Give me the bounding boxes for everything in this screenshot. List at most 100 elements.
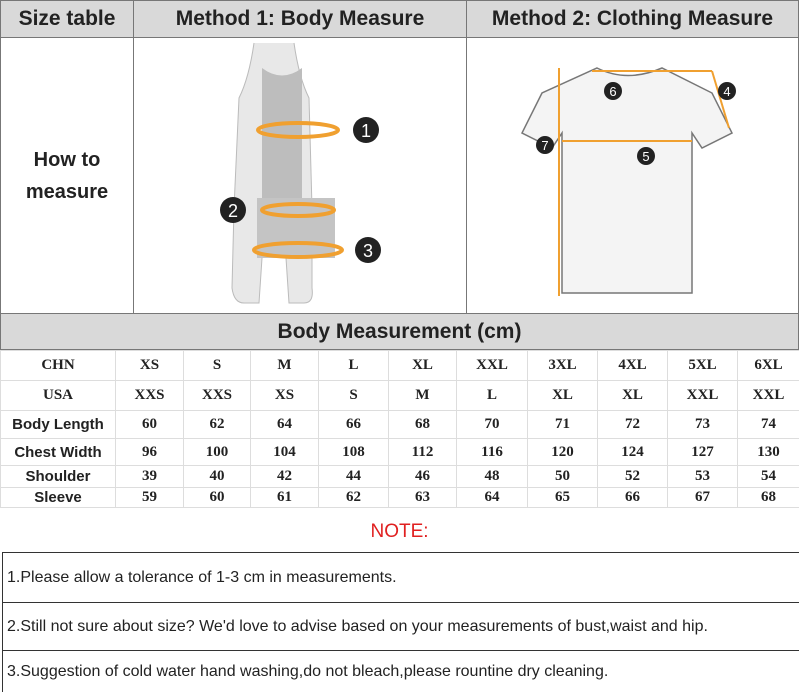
table-cell: S [183, 350, 251, 381]
table-cell: 61 [250, 487, 319, 508]
table-cell: M [388, 380, 457, 411]
row-label: USA [0, 380, 116, 411]
svg-text:4: 4 [723, 84, 730, 99]
table-cell: 104 [250, 438, 319, 466]
table-cell: 40 [183, 465, 251, 488]
table-cell: 65 [527, 487, 598, 508]
table-cell: XL [527, 380, 598, 411]
row-label: CHN [0, 350, 116, 381]
table-cell: 127 [667, 438, 738, 466]
marker-4: 4 [718, 82, 736, 100]
table-cell: 100 [183, 438, 251, 466]
table-cell: 60 [183, 487, 251, 508]
table-cell: 74 [737, 410, 799, 439]
table-cell: XXS [115, 380, 184, 411]
body-measure-illustration: 1 2 3 [133, 37, 467, 314]
table-cell: 73 [667, 410, 738, 439]
table-row: Chest Width 96 100 104 108 112 116 120 124 127 130 [0, 438, 799, 466]
header-size-table: Size table [0, 0, 134, 38]
marker-6: 6 [604, 82, 622, 100]
table-cell: 116 [456, 438, 528, 466]
how-to-measure-label: How to measure [25, 148, 109, 203]
table-cell: XXL [737, 380, 799, 411]
row-label: Chest Width [0, 438, 116, 466]
tshirt-icon: 6 4 7 5 [520, 67, 736, 296]
table-row: Sleeve 59 60 61 62 63 64 65 66 67 68 [0, 487, 799, 508]
svg-text:1: 1 [361, 121, 371, 141]
row-label: Body Length [0, 410, 116, 439]
table-cell: 42 [250, 465, 319, 488]
table-cell: 54 [737, 465, 799, 488]
svg-text:5: 5 [642, 149, 649, 164]
table-cell: 3XL [527, 350, 598, 381]
table-cell: M [250, 350, 319, 381]
clothing-measure-illustration: 6 4 7 5 [466, 37, 799, 314]
table-row: Shoulder 39 40 42 44 46 48 50 52 53 54 [0, 465, 799, 488]
table-cell: S [318, 380, 389, 411]
table-cell: 62 [183, 410, 251, 439]
header-method2: Method 2: Clothing Measure [466, 0, 799, 38]
note-3: 3.Suggestion of cold water hand washing,… [2, 650, 799, 692]
svg-text:2: 2 [228, 201, 238, 221]
row-label: Shoulder [0, 465, 116, 488]
table-cell: 66 [597, 487, 668, 508]
table-cell: XL [388, 350, 457, 381]
how-to-measure-cell: How to measure [0, 37, 134, 314]
table-cell: 46 [388, 465, 457, 488]
table-cell: 68 [737, 487, 799, 508]
table-cell: XXL [456, 350, 528, 381]
marker-7: 7 [536, 136, 554, 154]
svg-text:6: 6 [609, 84, 616, 99]
svg-text:3: 3 [363, 241, 373, 261]
table-cell: 72 [597, 410, 668, 439]
table-row: CHN XS S M L XL XXL 3XL 4XL 5XL 6XL [0, 350, 799, 381]
table-cell: XXL [667, 380, 738, 411]
table-cell: 120 [527, 438, 598, 466]
table-cell: 44 [318, 465, 389, 488]
table-cell: 64 [456, 487, 528, 508]
table-cell: 124 [597, 438, 668, 466]
table-cell: 67 [667, 487, 738, 508]
table-row: Body Length 60 62 64 66 68 70 71 72 73 74 [0, 410, 799, 439]
table-cell: XS [250, 380, 319, 411]
table-cell: 53 [667, 465, 738, 488]
table-cell: 62 [318, 487, 389, 508]
table-cell: 63 [388, 487, 457, 508]
header-method1: Method 1: Body Measure [133, 0, 467, 38]
body-figure-icon: 1 2 3 [220, 42, 381, 304]
table-cell: 130 [737, 438, 799, 466]
table-cell: L [456, 380, 528, 411]
table-row: USA XXS XXS XS S M L XL XL XXL XXL [0, 380, 799, 411]
marker-3: 3 [355, 237, 381, 263]
table-cell: 96 [115, 438, 184, 466]
table-cell: 39 [115, 465, 184, 488]
table-cell: 50 [527, 465, 598, 488]
marker-2: 2 [220, 197, 246, 223]
table-cell: 108 [318, 438, 389, 466]
table-cell: 66 [318, 410, 389, 439]
table-cell: 112 [388, 438, 457, 466]
row-label: Sleeve [0, 487, 116, 508]
table-cell: 5XL [667, 350, 738, 381]
svg-text:7: 7 [541, 138, 548, 153]
note-title: NOTE: [370, 521, 429, 542]
table-cell: XXS [183, 380, 251, 411]
table-cell: L [318, 350, 389, 381]
table-cell: 64 [250, 410, 319, 439]
marker-5: 5 [637, 147, 655, 165]
table-cell: XS [115, 350, 184, 381]
table-cell: 52 [597, 465, 668, 488]
section-title: Body Measurement (cm) [0, 313, 799, 350]
table-cell: 70 [456, 410, 528, 439]
marker-1: 1 [353, 117, 379, 143]
table-cell: 6XL [737, 350, 799, 381]
size-table: CHN XS S M L XL XXL 3XL 4XL 5XL 6XL USA XXS XXS XS S M L X… [0, 350, 799, 508]
table-cell: 48 [456, 465, 528, 488]
note-1: 1.Please allow a tolerance of 1-3 cm in … [2, 552, 799, 602]
table-cell: 71 [527, 410, 598, 439]
table-cell: 4XL [597, 350, 668, 381]
table-cell: 68 [388, 410, 457, 439]
table-cell: 60 [115, 410, 184, 439]
table-cell: XL [597, 380, 668, 411]
table-cell: 59 [115, 487, 184, 508]
